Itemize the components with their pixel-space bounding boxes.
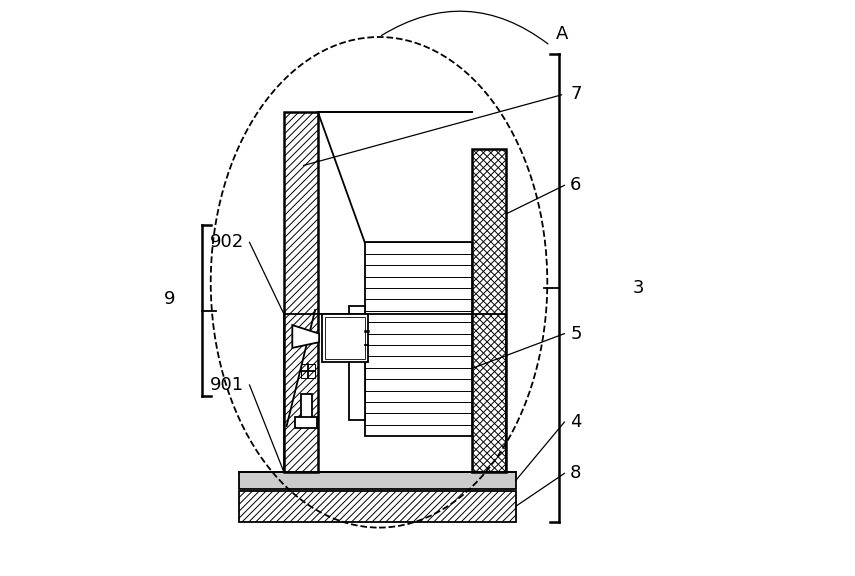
Bar (284, 112, 318, 472)
Text: 902: 902 (209, 233, 244, 251)
Bar (325, 317, 365, 359)
Text: 7: 7 (570, 85, 581, 103)
Bar (349, 306, 365, 420)
Text: 4: 4 (570, 413, 581, 431)
Bar (333, 328, 362, 348)
Text: 9: 9 (164, 290, 175, 308)
Text: 8: 8 (570, 464, 581, 482)
Polygon shape (292, 325, 319, 348)
Bar (472, 149, 506, 472)
Bar (239, 472, 516, 489)
Bar (301, 364, 315, 377)
Bar (301, 393, 312, 419)
Bar (239, 491, 516, 522)
Bar (365, 242, 472, 436)
Text: 6: 6 (570, 176, 581, 194)
Bar (295, 418, 317, 428)
Bar (322, 314, 368, 362)
Text: A: A (556, 25, 568, 43)
Text: 901: 901 (209, 376, 244, 394)
Text: 3: 3 (633, 279, 645, 297)
Text: 5: 5 (570, 325, 581, 343)
Bar (331, 325, 365, 351)
